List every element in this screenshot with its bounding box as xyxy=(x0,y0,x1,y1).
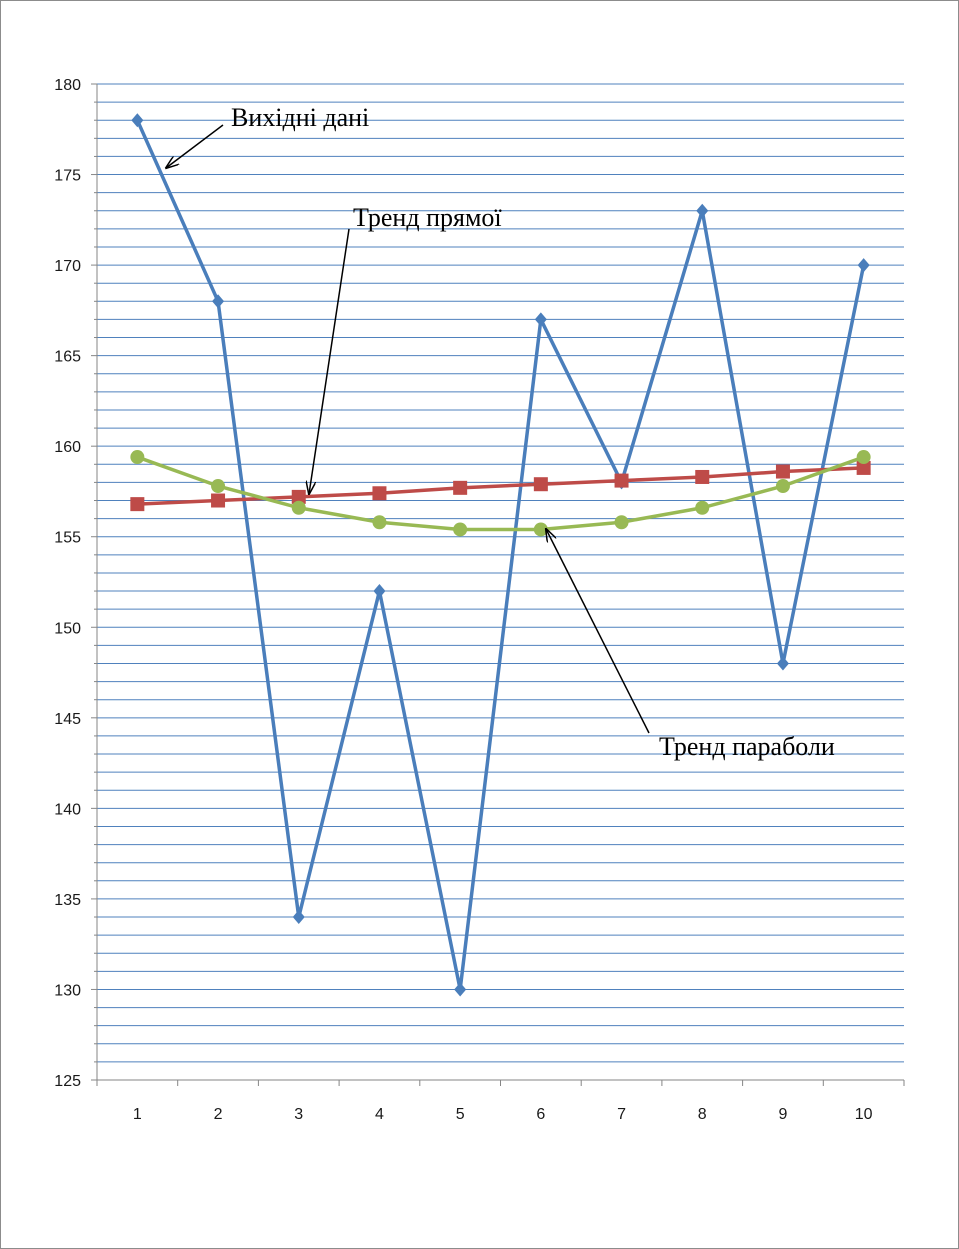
data-point xyxy=(211,479,226,494)
data-point xyxy=(453,522,468,537)
data-point xyxy=(211,493,226,508)
y-tick-label: 180 xyxy=(54,77,81,94)
data-point xyxy=(776,656,789,671)
annotation-arrow xyxy=(309,228,350,494)
annotation-arrow xyxy=(546,529,650,734)
annotation-label: Тренд параболи xyxy=(659,732,835,761)
x-tick-label: 7 xyxy=(617,1106,626,1123)
data-point xyxy=(695,469,710,484)
x-tick-label: 10 xyxy=(855,1106,873,1123)
annotation-label: Вихідні дані xyxy=(231,103,369,132)
data-point xyxy=(533,477,548,492)
series xyxy=(130,113,871,997)
annotations: Вихідні дані Тренд прямої Тренд параболи xyxy=(166,103,835,761)
data-point xyxy=(857,258,870,273)
x-tick-label: 2 xyxy=(214,1106,223,1123)
data-point xyxy=(454,982,467,997)
data-point xyxy=(614,473,629,488)
x-tick-label: 4 xyxy=(375,1106,384,1123)
series-line xyxy=(135,119,866,992)
data-point xyxy=(775,464,790,479)
data-point xyxy=(695,500,710,515)
series-3 xyxy=(130,450,871,537)
y-tick-label: 155 xyxy=(54,530,81,547)
y-tick-label: 130 xyxy=(54,982,81,999)
x-tick-label: 3 xyxy=(294,1106,303,1123)
data-point xyxy=(533,522,548,537)
data-point xyxy=(453,480,468,495)
y-tick-label: 125 xyxy=(54,1073,81,1090)
data-point xyxy=(373,584,386,599)
data-point xyxy=(130,497,145,512)
x-tick-label: 8 xyxy=(698,1106,707,1123)
y-tick-label: 150 xyxy=(54,620,81,637)
data-point xyxy=(130,450,145,465)
x-tick-label: 9 xyxy=(778,1106,787,1123)
series-1 xyxy=(131,113,870,997)
y-tick-label: 145 xyxy=(54,711,81,728)
annotation-arrow xyxy=(166,124,224,168)
x-tick-label: 5 xyxy=(456,1106,465,1123)
y-tick-label: 140 xyxy=(54,801,81,818)
data-point xyxy=(372,515,387,530)
gridlines xyxy=(97,83,904,1063)
data-point xyxy=(614,515,629,530)
data-point xyxy=(534,312,547,327)
data-point xyxy=(856,460,871,475)
data-point xyxy=(372,486,387,501)
data-point xyxy=(291,500,306,515)
data-point xyxy=(856,450,871,465)
data-point xyxy=(775,479,790,494)
y-tick-label: 160 xyxy=(54,439,81,456)
x-tick-label: 1 xyxy=(133,1106,142,1123)
data-point xyxy=(212,294,225,309)
data-point xyxy=(292,910,305,925)
annotation-label: Тренд прямої xyxy=(353,203,502,232)
y-tick-label: 175 xyxy=(54,168,81,185)
y-tick-label: 135 xyxy=(54,892,81,909)
data-point xyxy=(291,489,306,504)
data-point xyxy=(131,113,144,128)
axes: 125 130 135 140 145 150 155 160 165 170 175 180 1 2 3 4… xyxy=(54,77,905,1123)
y-tick-label: 170 xyxy=(54,258,81,275)
series-line xyxy=(136,455,865,532)
y-tick-label: 165 xyxy=(54,349,81,366)
data-point xyxy=(696,203,709,218)
x-tick-label: 6 xyxy=(536,1106,545,1123)
